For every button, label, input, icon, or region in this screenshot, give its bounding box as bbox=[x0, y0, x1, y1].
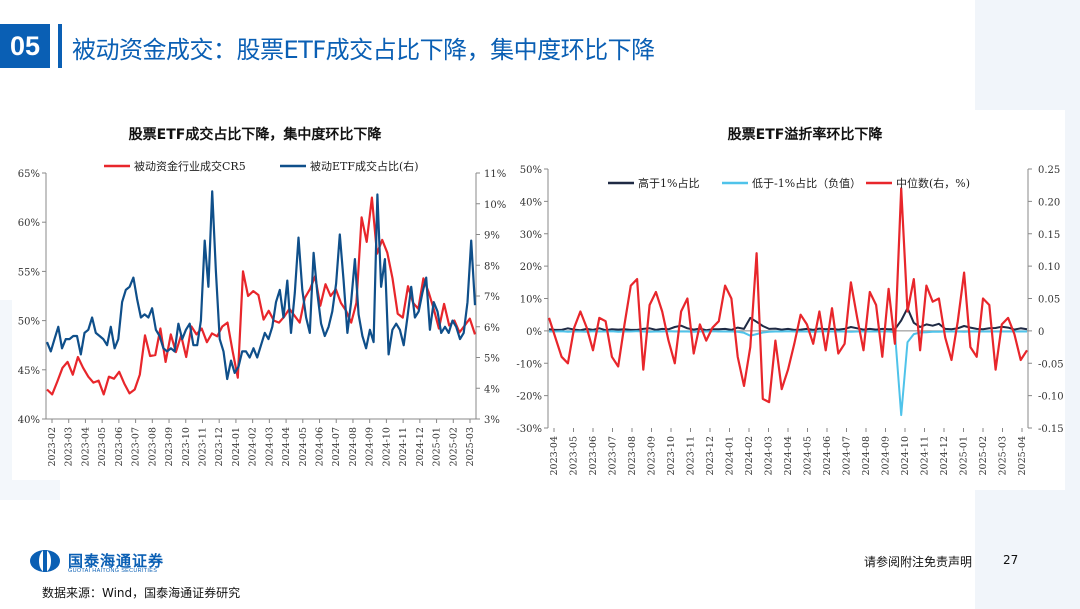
section-number: 05 bbox=[0, 24, 50, 68]
logo-text-cn: 国泰海通证券 bbox=[68, 552, 165, 570]
logo-text-en: GUOTAI HAITONG SECURITIES bbox=[68, 568, 158, 574]
disclaimer-link[interactable]: 请参阅附注免责声明 bbox=[864, 555, 973, 569]
header-divider bbox=[58, 24, 62, 68]
data-source-note: 数据来源：Wind，国泰海通证券研究 bbox=[42, 586, 241, 600]
logo-emblem-icon bbox=[30, 550, 60, 572]
right-chart-panel bbox=[515, 110, 1065, 490]
page-title: 被动资金成交：股票ETF成交占比下降，集中度环比下降 bbox=[72, 36, 655, 64]
page-number: 27 bbox=[1003, 553, 1019, 567]
right-chart-title: 股票ETF溢折率环比下降 bbox=[727, 127, 883, 143]
left-chart-panel bbox=[12, 110, 512, 480]
left-chart-title: 股票ETF成交占比下降，集中度环比下降 bbox=[128, 127, 382, 143]
